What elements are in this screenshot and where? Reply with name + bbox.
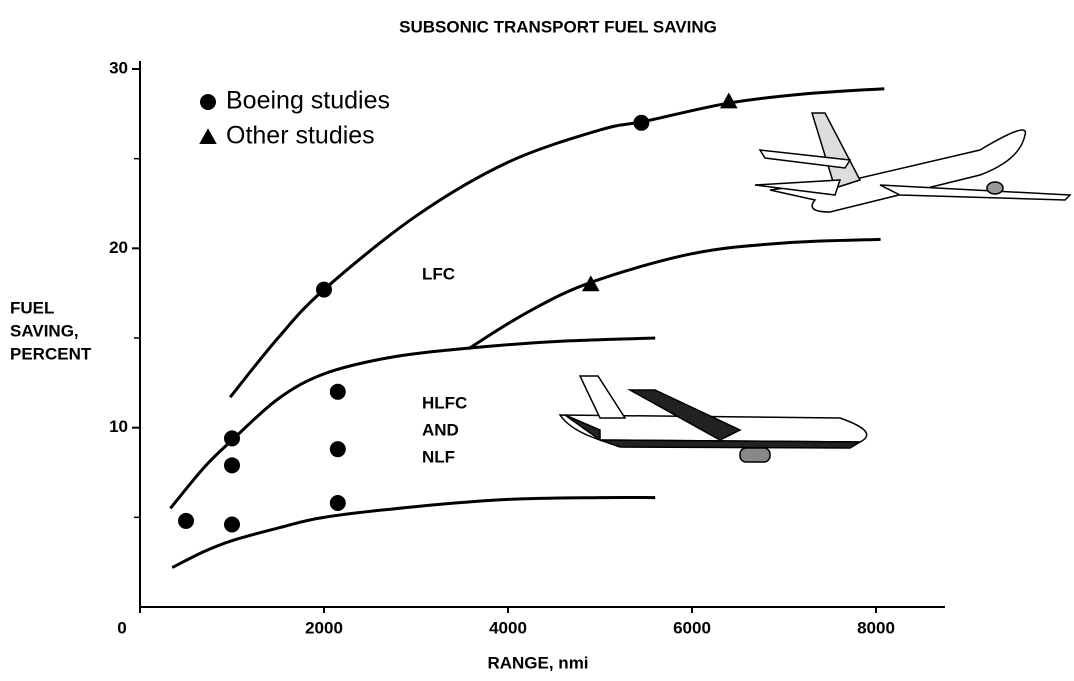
circle-marker <box>224 517 240 533</box>
x-axis-label: RANGE, nmi <box>487 653 588 672</box>
circle-marker <box>224 430 240 446</box>
x-tick-label: 0 <box>117 618 126 637</box>
y-tick-label: 10 <box>109 417 128 436</box>
legend-label: Boeing studies <box>226 87 390 115</box>
circle-marker <box>200 94 216 110</box>
circle-marker <box>330 495 346 511</box>
y-axis-label: SAVING, <box>10 321 79 340</box>
circle-marker <box>633 115 649 131</box>
circle-marker <box>178 513 194 529</box>
circle-marker <box>316 282 332 298</box>
x-tick-label: 4000 <box>489 618 527 637</box>
circle-marker <box>330 384 346 400</box>
circle-marker <box>224 457 240 473</box>
curve <box>468 239 880 348</box>
y-tick-label: 20 <box>109 238 128 257</box>
legend-label: Other studies <box>226 122 375 150</box>
triangle-marker <box>720 92 738 108</box>
annotation: HLFC <box>422 393 467 412</box>
chart-title: SUBSONIC TRANSPORT FUEL SAVING <box>399 17 717 36</box>
x-tick-label: 2000 <box>305 618 343 637</box>
airplane-illustration <box>560 376 867 462</box>
annotation: LFC <box>422 264 455 283</box>
annotation: NLF <box>422 447 455 466</box>
annotation: AND <box>422 420 459 439</box>
x-tick-label: 8000 <box>857 618 895 637</box>
chart: SUBSONIC TRANSPORT FUEL SAVING RANGE, nm… <box>0 0 1074 681</box>
circle-marker <box>330 441 346 457</box>
x-tick-label: 6000 <box>673 618 711 637</box>
airplane-illustration <box>755 113 1070 212</box>
curve <box>172 497 655 567</box>
y-axis-label: FUEL <box>10 298 54 317</box>
y-tick-label: 30 <box>109 58 128 77</box>
triangle-marker <box>199 128 217 144</box>
y-axis-label: PERCENT <box>10 344 92 363</box>
